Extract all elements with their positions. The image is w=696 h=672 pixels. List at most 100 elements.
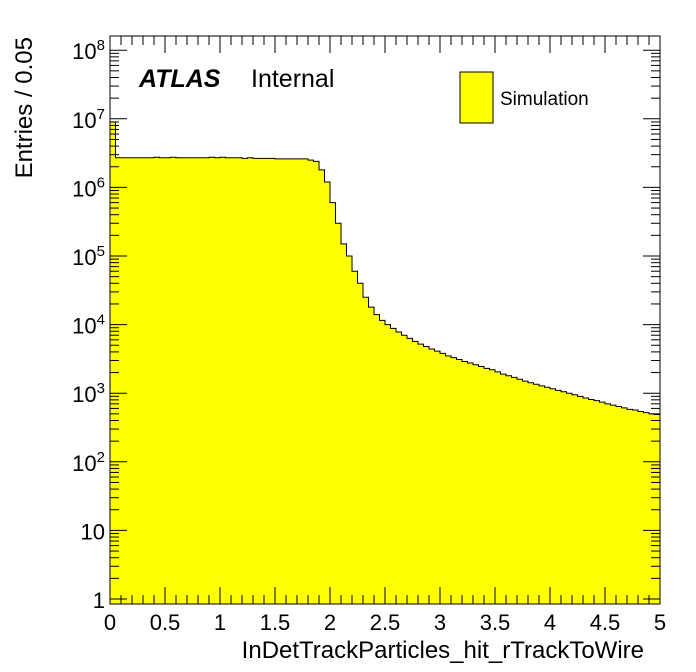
histogram-bar [231, 157, 238, 604]
histogram-bar [412, 341, 419, 604]
histogram-bar [478, 366, 485, 604]
histogram-bar [489, 369, 496, 604]
y-tick-label: 10 [81, 519, 105, 544]
histogram-bar [159, 157, 166, 604]
x-tick-label: 1.5 [260, 610, 291, 635]
histogram-bar [308, 160, 315, 604]
x-tick-label: 0 [104, 610, 116, 635]
histogram-bar [154, 157, 161, 604]
histogram-bar [198, 157, 205, 604]
plot-frame [109, 35, 661, 605]
histogram-bar [572, 394, 579, 604]
histogram-bar [434, 351, 441, 604]
y-tick-label: 1 [93, 588, 105, 613]
histogram-bar [528, 382, 535, 604]
histogram-bar [286, 158, 293, 604]
legend-entry-simulation: Simulation [500, 89, 589, 110]
histogram-bar [594, 400, 601, 604]
histogram-bar [467, 363, 474, 604]
y-tick-label: 106 [72, 174, 105, 201]
histogram-bar [456, 359, 463, 604]
histogram-bar [610, 405, 617, 604]
histogram-bar [253, 158, 260, 604]
x-axis-label: InDetTrackParticles_hit_rTrackToWire [242, 637, 644, 664]
y-tick-label: 104 [72, 312, 105, 339]
histogram-bar [352, 271, 359, 604]
histogram-bar [500, 374, 507, 604]
histogram-bar [121, 157, 128, 604]
histogram-bar [561, 391, 568, 604]
histogram-bar [115, 157, 122, 604]
histogram-bar [264, 158, 271, 604]
atlas-brand-label: ATLAS [138, 65, 221, 93]
histogram-bar [363, 297, 370, 604]
x-tick-label: 3.5 [480, 610, 511, 635]
histogram-bar [544, 387, 551, 604]
histogram-bar [643, 412, 650, 604]
histogram-bar [324, 181, 331, 604]
histogram-bar [407, 338, 414, 604]
y-tick-label: 102 [72, 449, 105, 476]
histogram-bar [588, 399, 595, 604]
histogram-bar [148, 157, 155, 604]
histogram-bar [401, 335, 408, 604]
histogram-bar [214, 157, 221, 604]
histogram-bar [302, 158, 309, 604]
histogram-bar [638, 411, 645, 604]
histogram-bar [605, 403, 612, 604]
histogram-bar [368, 307, 375, 604]
internal-label: Internal [251, 65, 334, 93]
y-tick-label: 107 [72, 106, 105, 133]
histogram-bar [599, 402, 606, 604]
x-tick-label: 5 [654, 610, 666, 635]
histogram-bar [484, 368, 491, 604]
histogram-bar [110, 121, 117, 604]
histogram-bar [280, 158, 287, 604]
x-tick-label: 2.5 [370, 610, 401, 635]
histogram-bar [346, 256, 353, 604]
histogram-bar [187, 157, 194, 604]
x-tick-label: 3 [434, 610, 446, 635]
histogram-bar [473, 364, 480, 604]
histogram-bar [396, 332, 403, 604]
histogram-bar [616, 406, 623, 604]
x-tick-label: 0.5 [150, 610, 181, 635]
histogram-bar [621, 407, 628, 604]
histogram-bar [137, 157, 144, 604]
histogram-bar [192, 157, 199, 604]
histogram-bar [143, 157, 150, 604]
histogram-bar [506, 375, 513, 604]
histogram-bar [539, 385, 546, 604]
x-tick-label: 4.5 [590, 610, 621, 635]
histogram-bar [220, 157, 227, 604]
histogram-bar [291, 158, 298, 604]
histogram-bar [511, 377, 518, 604]
histogram-bar [418, 344, 425, 604]
histogram-bar [517, 379, 524, 604]
histogram-bar [203, 157, 210, 604]
histogram-bar [357, 283, 364, 604]
histogram-bar [225, 157, 232, 604]
histogram-bar [632, 409, 639, 604]
histogram-bar [429, 349, 436, 604]
histogram-bar [462, 361, 469, 604]
histogram-bar [297, 158, 304, 604]
histogram-bar [522, 381, 529, 604]
x-tick-label: 2 [324, 610, 336, 635]
y-tick-label: 103 [72, 380, 105, 407]
histogram-bar [533, 384, 540, 604]
histogram-bar [627, 409, 634, 604]
histogram-bar [132, 157, 139, 604]
histogram-bar [242, 158, 249, 604]
histogram-bar [209, 157, 216, 604]
y-tick-label: 105 [72, 243, 105, 270]
legend-swatch [459, 71, 494, 124]
histogram-bar [379, 320, 386, 604]
histogram-bar [495, 371, 502, 604]
histogram-bar [313, 161, 320, 604]
histogram-bar [423, 346, 430, 604]
histogram-bar [330, 202, 337, 604]
histogram-bar [165, 157, 172, 604]
y-tick-label: 108 [72, 37, 105, 64]
histogram-bar [341, 243, 348, 604]
